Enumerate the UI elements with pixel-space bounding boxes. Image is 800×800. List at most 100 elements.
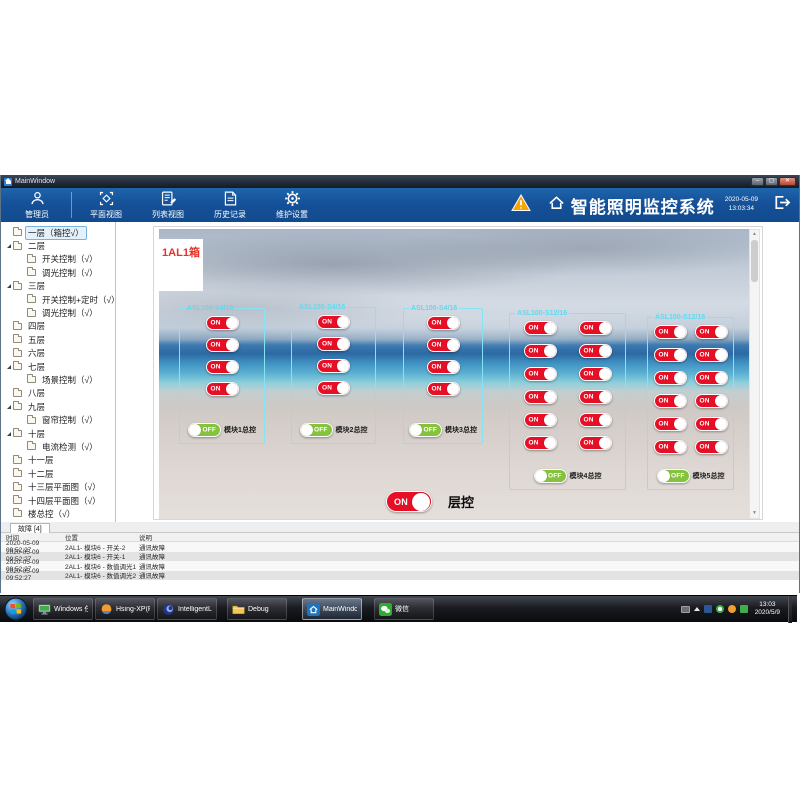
minimize-button[interactable]: – — [751, 177, 764, 186]
switch-toggle[interactable]: ON — [523, 390, 557, 404]
switch-toggle[interactable]: ON — [317, 337, 350, 351]
switch-toggle[interactable]: ON — [694, 417, 728, 431]
taskbar-button-4[interactable]: Debug — [227, 598, 287, 620]
tree-expand-icon[interactable] — [5, 431, 13, 436]
switch-toggle[interactable]: ON — [653, 440, 687, 454]
switch-toggle[interactable]: ON — [523, 344, 557, 358]
tree-item[interactable]: 窗帘控制（√） — [1, 413, 115, 426]
tray-clock[interactable]: 13:03 2020/5/9 — [755, 601, 780, 618]
switch-toggle[interactable]: ON — [426, 360, 460, 374]
tree-item[interactable]: 十层 — [1, 427, 115, 440]
floor-toggle[interactable]: ON — [386, 491, 432, 512]
fault-row[interactable]: 2020-05-09 09:52:27 2AL1- 模块6 - 开关-2 通讯故障 — [1, 540, 799, 554]
tree-expand-icon[interactable] — [5, 364, 13, 369]
scroll-down-icon[interactable]: ▼ — [752, 510, 757, 516]
show-hidden-icon[interactable] — [693, 607, 700, 611]
taskbar-button-5[interactable]: MainWindow — [302, 598, 362, 620]
tree-item[interactable]: 开关控制（√） — [1, 253, 115, 266]
switch-toggle[interactable]: ON — [426, 338, 460, 352]
tree-item[interactable]: 十三层平面图（√） — [1, 480, 115, 493]
master-toggle[interactable]: OFF — [188, 423, 222, 437]
fault-row[interactable]: 2020-05-09 09:52:27 2AL1- 模块6 - 开关-1 通讯故障 — [1, 549, 799, 563]
switch-toggle[interactable]: ON — [205, 338, 239, 352]
switch-toggle[interactable]: ON — [426, 382, 460, 396]
warning-triangle-icon[interactable] — [510, 193, 531, 217]
maximize-button[interactable]: ▢ — [765, 177, 778, 186]
taskbar-button-6[interactable]: 微信 — [374, 598, 434, 620]
switch-toggle[interactable]: ON — [205, 316, 239, 330]
fault-row[interactable]: 2020-05-09 09:52:27 2AL1- 模块6 - 数值调光2 通讯故障 — [1, 568, 799, 582]
fault-tab[interactable]: 故障 [4] — [10, 523, 50, 533]
network-tray-icon[interactable] — [703, 605, 712, 613]
tree-expand-icon[interactable] — [5, 284, 13, 289]
switch-toggle[interactable]: ON — [578, 321, 612, 335]
toolbar-button-4[interactable]: 维护设置 — [266, 190, 318, 220]
switch-toggle[interactable]: ON — [578, 344, 612, 358]
tree-expand-icon[interactable] — [5, 244, 13, 249]
fault-row[interactable]: 2020-05-09 09:52:27 2AL1- 模块6 - 数值调光1 通讯故障 — [1, 559, 799, 573]
toolbar-button-2[interactable]: 列表视图 — [142, 190, 194, 220]
close-button[interactable]: ✕ — [779, 177, 796, 186]
taskbar-button-1[interactable]: Windows 任务管... — [33, 598, 93, 620]
switch-toggle[interactable]: ON — [578, 413, 612, 427]
taskbar-button-3[interactable]: IntelligentLightin... — [157, 598, 217, 620]
tree-item[interactable]: 开关控制+定时（√） — [1, 293, 115, 306]
switch-toggle[interactable]: ON — [523, 321, 557, 335]
switch-toggle[interactable]: ON — [317, 315, 350, 329]
switch-toggle[interactable]: ON — [317, 359, 350, 373]
logout-icon[interactable] — [772, 193, 792, 217]
tree-item[interactable]: 九层 — [1, 400, 115, 413]
vertical-scrollbar[interactable]: ▲ ▼ — [749, 229, 760, 519]
computer-tray-icon[interactable] — [680, 605, 690, 613]
switch-toggle[interactable]: ON — [694, 394, 728, 408]
switch-toggle[interactable]: ON — [694, 371, 728, 385]
switch-toggle[interactable]: ON — [578, 436, 612, 450]
tree-item[interactable]: 五层 — [1, 333, 115, 346]
switch-toggle[interactable]: ON — [694, 440, 728, 454]
security-tray-icon[interactable] — [727, 605, 736, 613]
tree-item[interactable]: 二层 — [1, 239, 115, 252]
switch-toggle[interactable]: ON — [653, 394, 687, 408]
tree-item[interactable]: 十一层 — [1, 454, 115, 467]
switch-toggle[interactable]: ON — [694, 325, 728, 339]
switch-toggle[interactable]: ON — [578, 390, 612, 404]
switch-toggle[interactable]: ON — [523, 413, 557, 427]
tree-item[interactable]: 十二层 — [1, 467, 115, 480]
tree-item[interactable]: 四层 — [1, 320, 115, 333]
tree-item[interactable]: 调光控制（√） — [1, 266, 115, 279]
tree-item[interactable]: 场景控制（√） — [1, 373, 115, 386]
scrollbar-thumb[interactable] — [751, 240, 758, 282]
tree-item[interactable]: 十四层平面图（√） — [1, 494, 115, 507]
switch-toggle[interactable]: ON — [523, 436, 557, 450]
switch-toggle[interactable]: ON — [653, 325, 687, 339]
scroll-up-icon[interactable]: ▲ — [752, 231, 757, 237]
switch-toggle[interactable]: ON — [653, 417, 687, 431]
taskbar-button-2[interactable]: Hsing-XP(PC211... — [95, 598, 155, 620]
switch-toggle[interactable]: ON — [205, 382, 239, 396]
master-toggle[interactable]: OFF — [533, 469, 567, 483]
user-button[interactable]: 管理员 — [11, 190, 63, 220]
switch-toggle[interactable]: ON — [653, 371, 687, 385]
tree-item[interactable]: 楼总控（√） — [1, 507, 115, 520]
tree-item[interactable]: 七层 — [1, 360, 115, 373]
tree-item[interactable]: 八层 — [1, 387, 115, 400]
toolbar-button-3[interactable]: 历史记录 — [204, 190, 256, 220]
tree-item[interactable]: 调光控制（√） — [1, 306, 115, 319]
switch-toggle[interactable]: ON — [578, 367, 612, 381]
master-toggle[interactable]: OFF — [299, 423, 333, 437]
tree-item[interactable]: 三层 — [1, 280, 115, 293]
update-tray-icon[interactable] — [739, 605, 748, 613]
tree-item[interactable]: 一层（箱控√） — [1, 225, 115, 240]
tree-item[interactable]: 电流检测（√） — [1, 440, 115, 453]
tree-expand-icon[interactable] — [5, 404, 13, 409]
tree-item[interactable]: 六层 — [1, 347, 115, 360]
switch-toggle[interactable]: ON — [523, 367, 557, 381]
messenger-tray-icon[interactable] — [715, 605, 724, 613]
switch-toggle[interactable]: ON — [317, 381, 350, 395]
switch-toggle[interactable]: ON — [694, 348, 728, 362]
master-toggle[interactable]: OFF — [409, 423, 443, 437]
toolbar-button-1[interactable]: 平面视图 — [80, 190, 132, 220]
show-desktop-button[interactable] — [788, 595, 792, 623]
switch-toggle[interactable]: ON — [426, 316, 460, 330]
switch-toggle[interactable]: ON — [205, 360, 239, 374]
